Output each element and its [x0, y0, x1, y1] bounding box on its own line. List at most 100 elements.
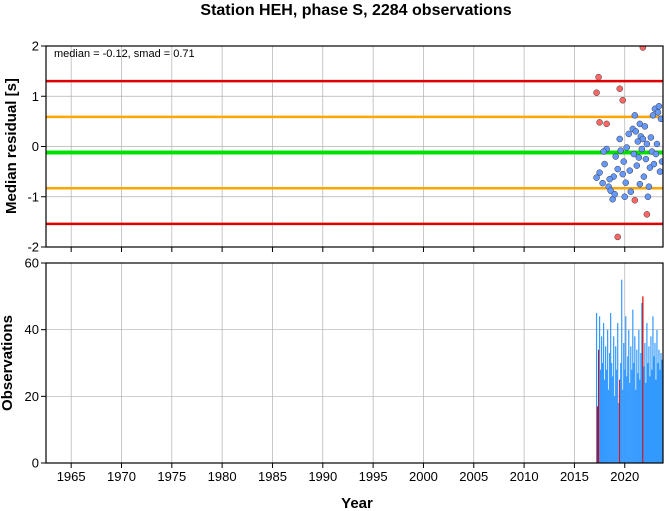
bar	[634, 336, 636, 463]
data-point	[645, 183, 653, 190]
bar	[620, 363, 622, 463]
bar	[656, 329, 658, 463]
bottom-xtick-label: 2010	[510, 469, 539, 484]
bar-red	[596, 406, 599, 463]
data-point	[612, 153, 619, 160]
data-point	[631, 112, 639, 119]
bottom-ytick-label: 20	[25, 389, 39, 404]
bottom-xtick-label: 2005	[459, 469, 488, 484]
top-plot-area	[46, 46, 663, 241]
y-axis-label-residual: Median residual [s]	[3, 78, 20, 214]
bottom-frame	[45, 262, 664, 464]
outlier-point	[639, 46, 647, 51]
data-point	[593, 174, 600, 181]
bar	[610, 313, 612, 463]
bar-red	[642, 296, 644, 463]
data-point	[626, 167, 634, 174]
bar	[644, 343, 646, 463]
bar	[661, 359, 663, 463]
bar	[650, 336, 652, 463]
bar	[633, 363, 635, 463]
bar	[627, 356, 629, 463]
data-point	[649, 112, 657, 119]
bar	[603, 323, 605, 463]
data-point	[643, 140, 651, 148]
data-point	[658, 158, 663, 165]
data-point	[633, 162, 641, 169]
data-point	[657, 115, 663, 123]
data-point	[650, 160, 658, 168]
bottom-xtick-label: 2015	[560, 469, 589, 484]
bar	[639, 379, 641, 463]
data-point	[617, 147, 624, 154]
data-point	[647, 134, 655, 141]
outlier-point	[619, 97, 626, 104]
data-point	[620, 158, 627, 165]
bar	[643, 366, 645, 463]
outlier-point	[616, 85, 623, 92]
bar	[623, 343, 625, 463]
data-point	[600, 148, 607, 155]
data-point	[606, 175, 613, 183]
bar	[601, 336, 603, 463]
x-axis-label: Year	[341, 495, 373, 511]
data-point	[638, 145, 646, 153]
data-point	[622, 179, 630, 186]
bottom-xtick-label: 1990	[308, 469, 337, 484]
bar	[625, 316, 627, 463]
outlier-point	[593, 89, 600, 96]
bottom-ytick-label: 40	[25, 322, 39, 337]
bottom-xtick-label: 1970	[107, 469, 136, 484]
data-point	[635, 154, 643, 161]
data-point	[636, 180, 644, 188]
bar	[654, 343, 656, 463]
bar	[613, 336, 615, 463]
data-point	[601, 160, 608, 168]
bar	[595, 313, 598, 463]
data-point	[616, 135, 623, 143]
bar	[652, 316, 654, 463]
bar	[614, 396, 616, 463]
y-axis-label-observations: Observations	[0, 315, 16, 411]
top-ytick-label: 1	[32, 89, 39, 104]
bar	[611, 363, 613, 463]
bar	[641, 303, 643, 463]
data-point	[656, 168, 663, 175]
bar-red	[619, 379, 621, 463]
bottom-plot-area	[595, 279, 663, 463]
bar	[629, 383, 631, 463]
bar	[612, 376, 614, 463]
bar	[637, 373, 639, 463]
bar	[618, 403, 620, 463]
bar	[624, 369, 626, 463]
bar	[635, 389, 637, 463]
data-point	[619, 170, 626, 178]
bar	[651, 369, 653, 463]
data-point	[641, 123, 649, 130]
data-point	[611, 190, 618, 198]
data-point	[623, 144, 631, 151]
top-ytick-label: -2	[27, 240, 39, 255]
bar	[617, 323, 619, 463]
bottom-ytick-label: 60	[25, 256, 39, 271]
data-point	[625, 130, 633, 138]
bar	[621, 279, 623, 463]
bar	[631, 369, 633, 463]
top-ytick-label: -1	[27, 189, 39, 204]
outlier-point	[631, 197, 639, 204]
data-point	[655, 103, 663, 110]
bar	[609, 353, 611, 463]
bar	[606, 369, 608, 463]
data-point	[644, 193, 652, 200]
outlier-point	[595, 73, 602, 81]
bar	[630, 346, 632, 463]
bar	[616, 369, 618, 463]
bar	[647, 363, 649, 463]
bar	[599, 369, 602, 463]
bar	[602, 363, 604, 463]
bar	[649, 376, 651, 463]
bar-red	[597, 349, 600, 463]
data-point	[596, 169, 603, 176]
bottom-xtick-label: 2000	[409, 469, 438, 484]
